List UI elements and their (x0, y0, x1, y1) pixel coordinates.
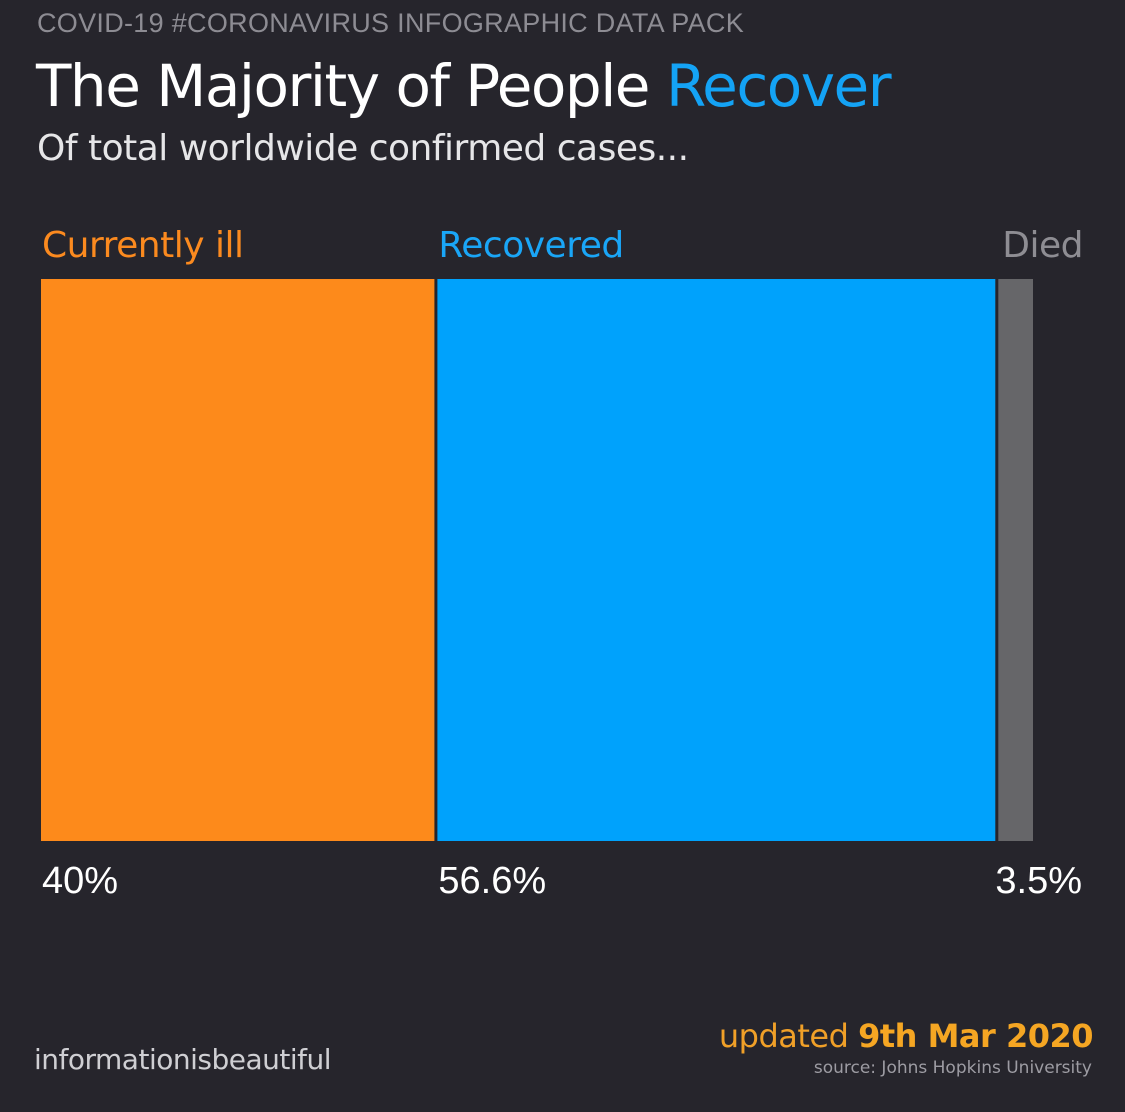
chart-subtitle: Of total worldwide confirmed cases... (37, 128, 689, 169)
value-label-recovered: 56.6% (438, 860, 546, 902)
category-label-currently-ill: Currently ill (42, 225, 243, 266)
updated-date: 9th Mar 2020 (858, 1017, 1093, 1055)
source-note: source: Johns Hopkins University (813, 1058, 1092, 1078)
infographic-pack-label: COVID-19 #CORONAVIRUS INFOGRAPHIC DATA P… (37, 8, 745, 38)
brand-wordmark: informationisbeautiful (34, 1043, 332, 1076)
category-label-recovered: Recovered (438, 225, 623, 266)
updated-stamp: updated 9th Mar 2020 (718, 1017, 1094, 1055)
bar-segment-currently-ill (41, 279, 435, 841)
chart-title-accent: Recover (665, 52, 892, 120)
bar-segment-recovered (437, 279, 996, 841)
value-label-died: 3.5% (995, 860, 1082, 902)
stacked-bar-chart: Currently ill 40% Recovered 56.6% Died 3.5% (41, 225, 1084, 902)
category-label-died: Died (1002, 225, 1083, 266)
bar-segment-died (998, 279, 1033, 841)
value-label-currently-ill: 40% (42, 860, 118, 902)
chart-title: The Majority of People Recover (36, 52, 892, 120)
updated-prefix: updated (718, 1017, 859, 1055)
chart-title-main: The Majority of People (36, 52, 666, 120)
